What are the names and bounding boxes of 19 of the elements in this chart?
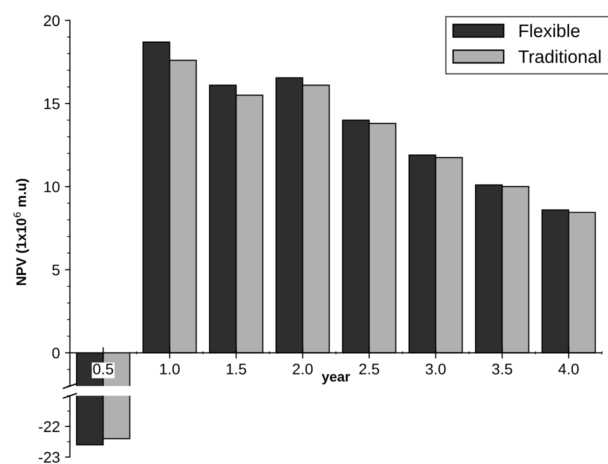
y-tick-label: -22 xyxy=(38,421,60,432)
x-tick-label: 2.5 xyxy=(359,364,380,374)
legend-label: Flexible xyxy=(520,24,580,38)
y-tick-label: 5 xyxy=(52,264,60,276)
x-tick-label: 4.0 xyxy=(558,364,579,374)
x-axis-title: year xyxy=(322,374,350,384)
x-tick-label: 0.5 xyxy=(93,364,114,374)
legend-label: Traditional xyxy=(518,50,601,64)
y-tick-label: -23 xyxy=(38,452,60,463)
y-tick-label: 10 xyxy=(44,181,60,192)
y-tick-label: 15 xyxy=(44,98,60,110)
y-tick-label: 20 xyxy=(44,15,60,26)
y-axis-title: NPV (1x10$^{6}$ m.u) xyxy=(14,178,29,286)
x-tick-label: 2.0 xyxy=(292,364,313,374)
x-tick-label: 3.0 xyxy=(426,364,446,374)
x-tick-label: 3.5 xyxy=(492,364,512,374)
x-tick-label: 1.5 xyxy=(226,364,246,374)
x-tick-label: 1.0 xyxy=(160,364,180,374)
y-tick-label: 0 xyxy=(52,348,60,358)
